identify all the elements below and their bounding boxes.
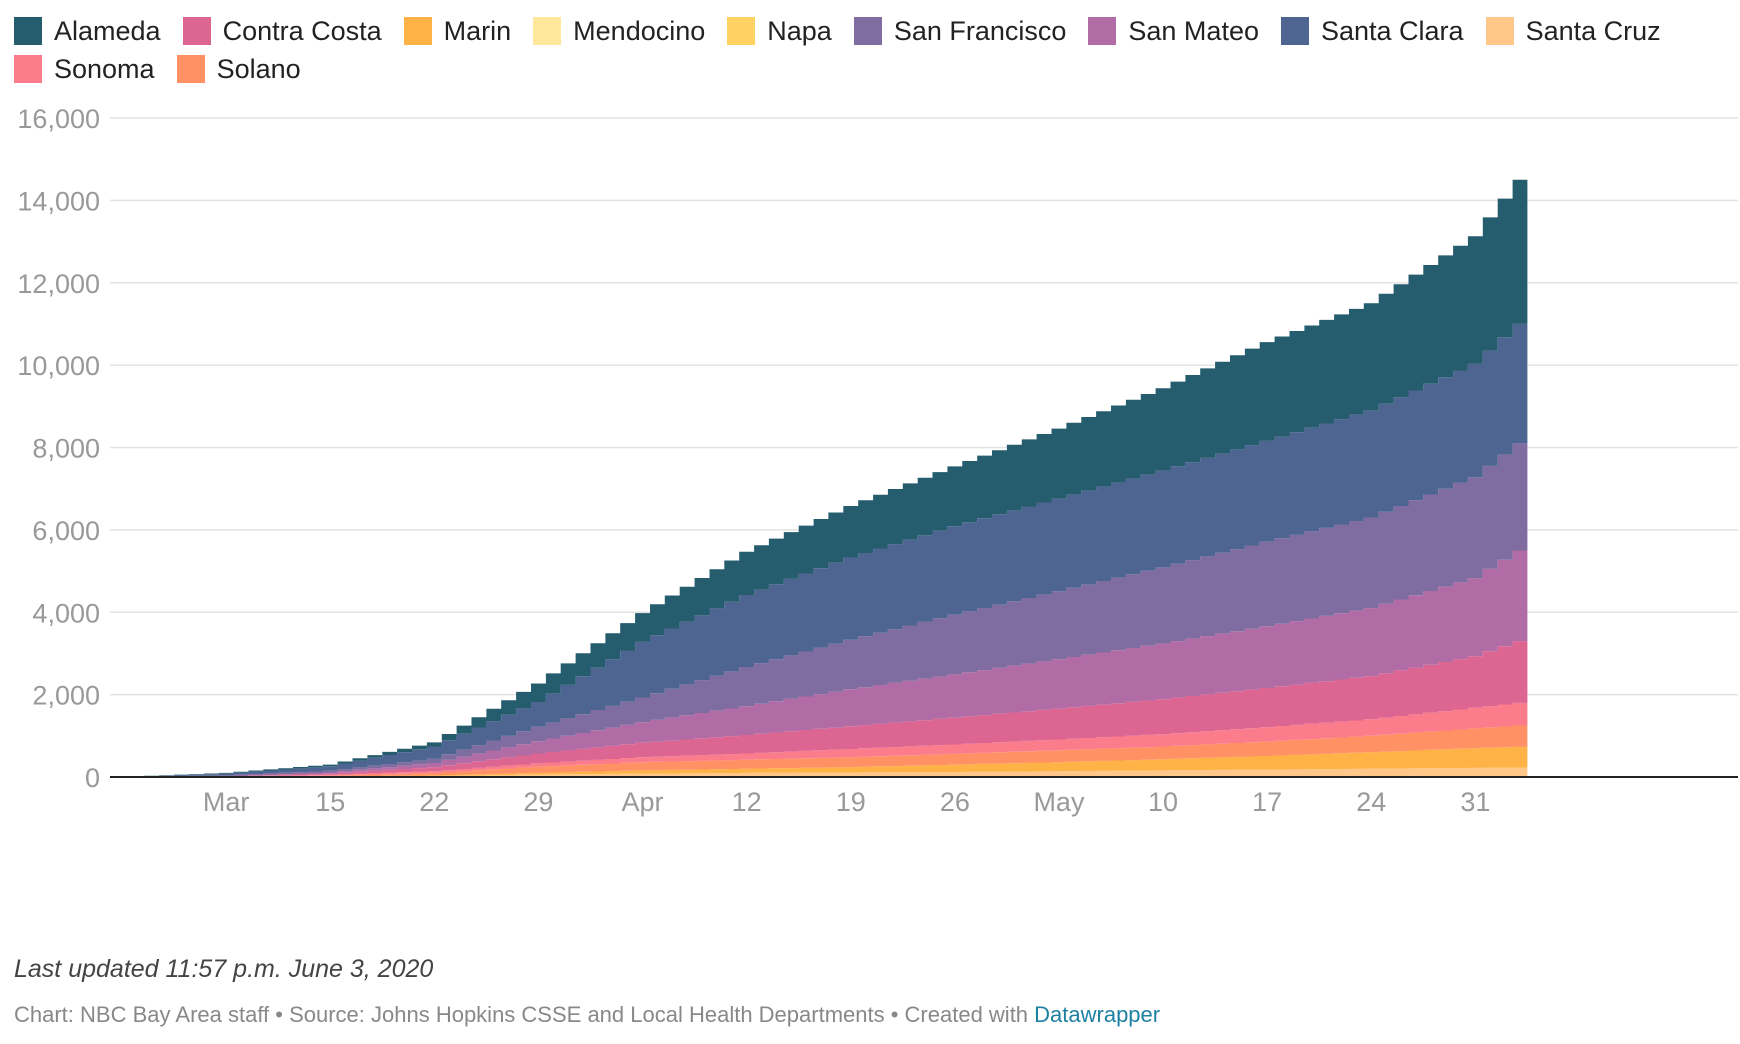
legend-item-napa[interactable]: Napa	[727, 12, 832, 50]
legend-swatch	[853, 17, 882, 45]
y-tick-label: 8,000	[32, 434, 100, 464]
y-tick-label: 4,000	[32, 598, 100, 628]
last-updated-note: Last updated 11:57 p.m. June 3, 2020	[14, 955, 434, 983]
area-santa-cruz[interactable]	[114, 767, 1528, 778]
legend-swatch	[1280, 17, 1309, 45]
x-tick-label: 15	[315, 787, 345, 817]
x-tick-label: 26	[940, 787, 970, 817]
chart-footer: Last updated 11:57 p.m. June 3, 2020 Cha…	[14, 955, 1160, 1028]
legend-swatch	[14, 55, 42, 83]
x-tick-label: 29	[523, 787, 553, 817]
legend-label: Alameda	[54, 15, 161, 46]
legend-label: Solano	[216, 53, 301, 84]
y-tick-label: 2,000	[32, 681, 100, 711]
y-axis: 0 2,000 4,000 6,000 8,000 10,000 12,000 14,000 1…	[17, 104, 100, 793]
x-tick-label: Mar	[203, 787, 250, 817]
credits-text: Chart: NBC Bay Area staff • Source: John…	[14, 1002, 1035, 1027]
legend-swatch	[533, 17, 562, 45]
area-san-francisco[interactable]	[114, 443, 1528, 777]
legend-item-contra-costa[interactable]: Contra Costa	[182, 12, 382, 50]
x-tick-label: 10	[1148, 787, 1178, 817]
area-marin[interactable]	[114, 746, 1528, 777]
x-tick-label: May	[1033, 787, 1085, 817]
x-tick-label: Apr	[622, 787, 664, 817]
y-tick-label: 16,000	[17, 104, 100, 134]
legend-item-santa-clara[interactable]: Santa Clara	[1280, 12, 1464, 50]
legend-swatch	[403, 17, 432, 45]
x-tick-label: 22	[419, 787, 449, 817]
legend-item-sonoma[interactable]: Sonoma	[14, 50, 155, 88]
area-solano[interactable]	[114, 725, 1528, 778]
legend-swatch	[1088, 17, 1117, 45]
y-tick-label: 10,000	[17, 351, 100, 381]
area-contra-costa[interactable]	[114, 641, 1528, 777]
area-san-mateo[interactable]	[114, 550, 1528, 778]
legend-label: Santa Clara	[1320, 15, 1464, 46]
y-tick-label: 12,000	[17, 269, 100, 299]
legend-item-mendocino[interactable]: Mendocino	[533, 12, 705, 50]
legend-label: Marin	[443, 15, 512, 46]
legend-item-san-francisco[interactable]: San Francisco	[853, 12, 1067, 50]
legend-label: Contra Costa	[222, 15, 382, 46]
x-tick-label: 24	[1356, 787, 1386, 817]
legend-swatch	[176, 55, 205, 83]
datawrapper-link[interactable]: Datawrapper	[1034, 1002, 1161, 1027]
x-axis: Mar 15 22 29 Apr 12 19 26 May 10 17 24 31	[110, 776, 1738, 817]
legend-item-marin[interactable]: Marin	[403, 12, 512, 50]
legend-item-santa-cruz[interactable]: Santa Cruz	[1485, 12, 1661, 50]
legend-label: San Francisco	[893, 15, 1067, 46]
x-tick-label: 19	[836, 787, 866, 817]
legend-label: Napa	[767, 15, 832, 46]
legend-label: Sonoma	[54, 53, 155, 84]
chart-legend: Alameda Contra Costa Marin Mendocino Napa San…	[14, 12, 1714, 88]
legend-item-solano[interactable]: Solano	[176, 50, 301, 88]
area-sonoma[interactable]	[114, 702, 1528, 777]
legend-swatch	[727, 17, 756, 45]
legend-label: Santa Cruz	[1525, 15, 1661, 46]
stacked-area-chart: Mar 15 22 29 Apr 12 19 26 May 10 17 24 31 0 2,000 4,00…	[17, 104, 1738, 817]
area-series	[114, 179, 1528, 778]
legend-label: San Mateo	[1128, 15, 1259, 46]
legend-label: Mendocino	[573, 15, 706, 46]
legend-item-san-mateo[interactable]: San Mateo	[1088, 12, 1259, 50]
x-tick-label: 17	[1252, 787, 1282, 817]
x-tick-label: 12	[732, 787, 762, 817]
y-tick-label: 6,000	[32, 516, 100, 546]
legend-swatch	[182, 17, 211, 45]
y-tick-label: 0	[85, 763, 100, 793]
y-tick-label: 14,000	[17, 186, 100, 216]
chart-credits: Chart: NBC Bay Area staff • Source: John…	[14, 1002, 1160, 1028]
legend-swatch	[1485, 17, 1514, 45]
legend-swatch	[14, 17, 42, 45]
legend-item-alameda[interactable]: Alameda	[14, 12, 161, 50]
x-tick-label: 31	[1460, 787, 1490, 817]
